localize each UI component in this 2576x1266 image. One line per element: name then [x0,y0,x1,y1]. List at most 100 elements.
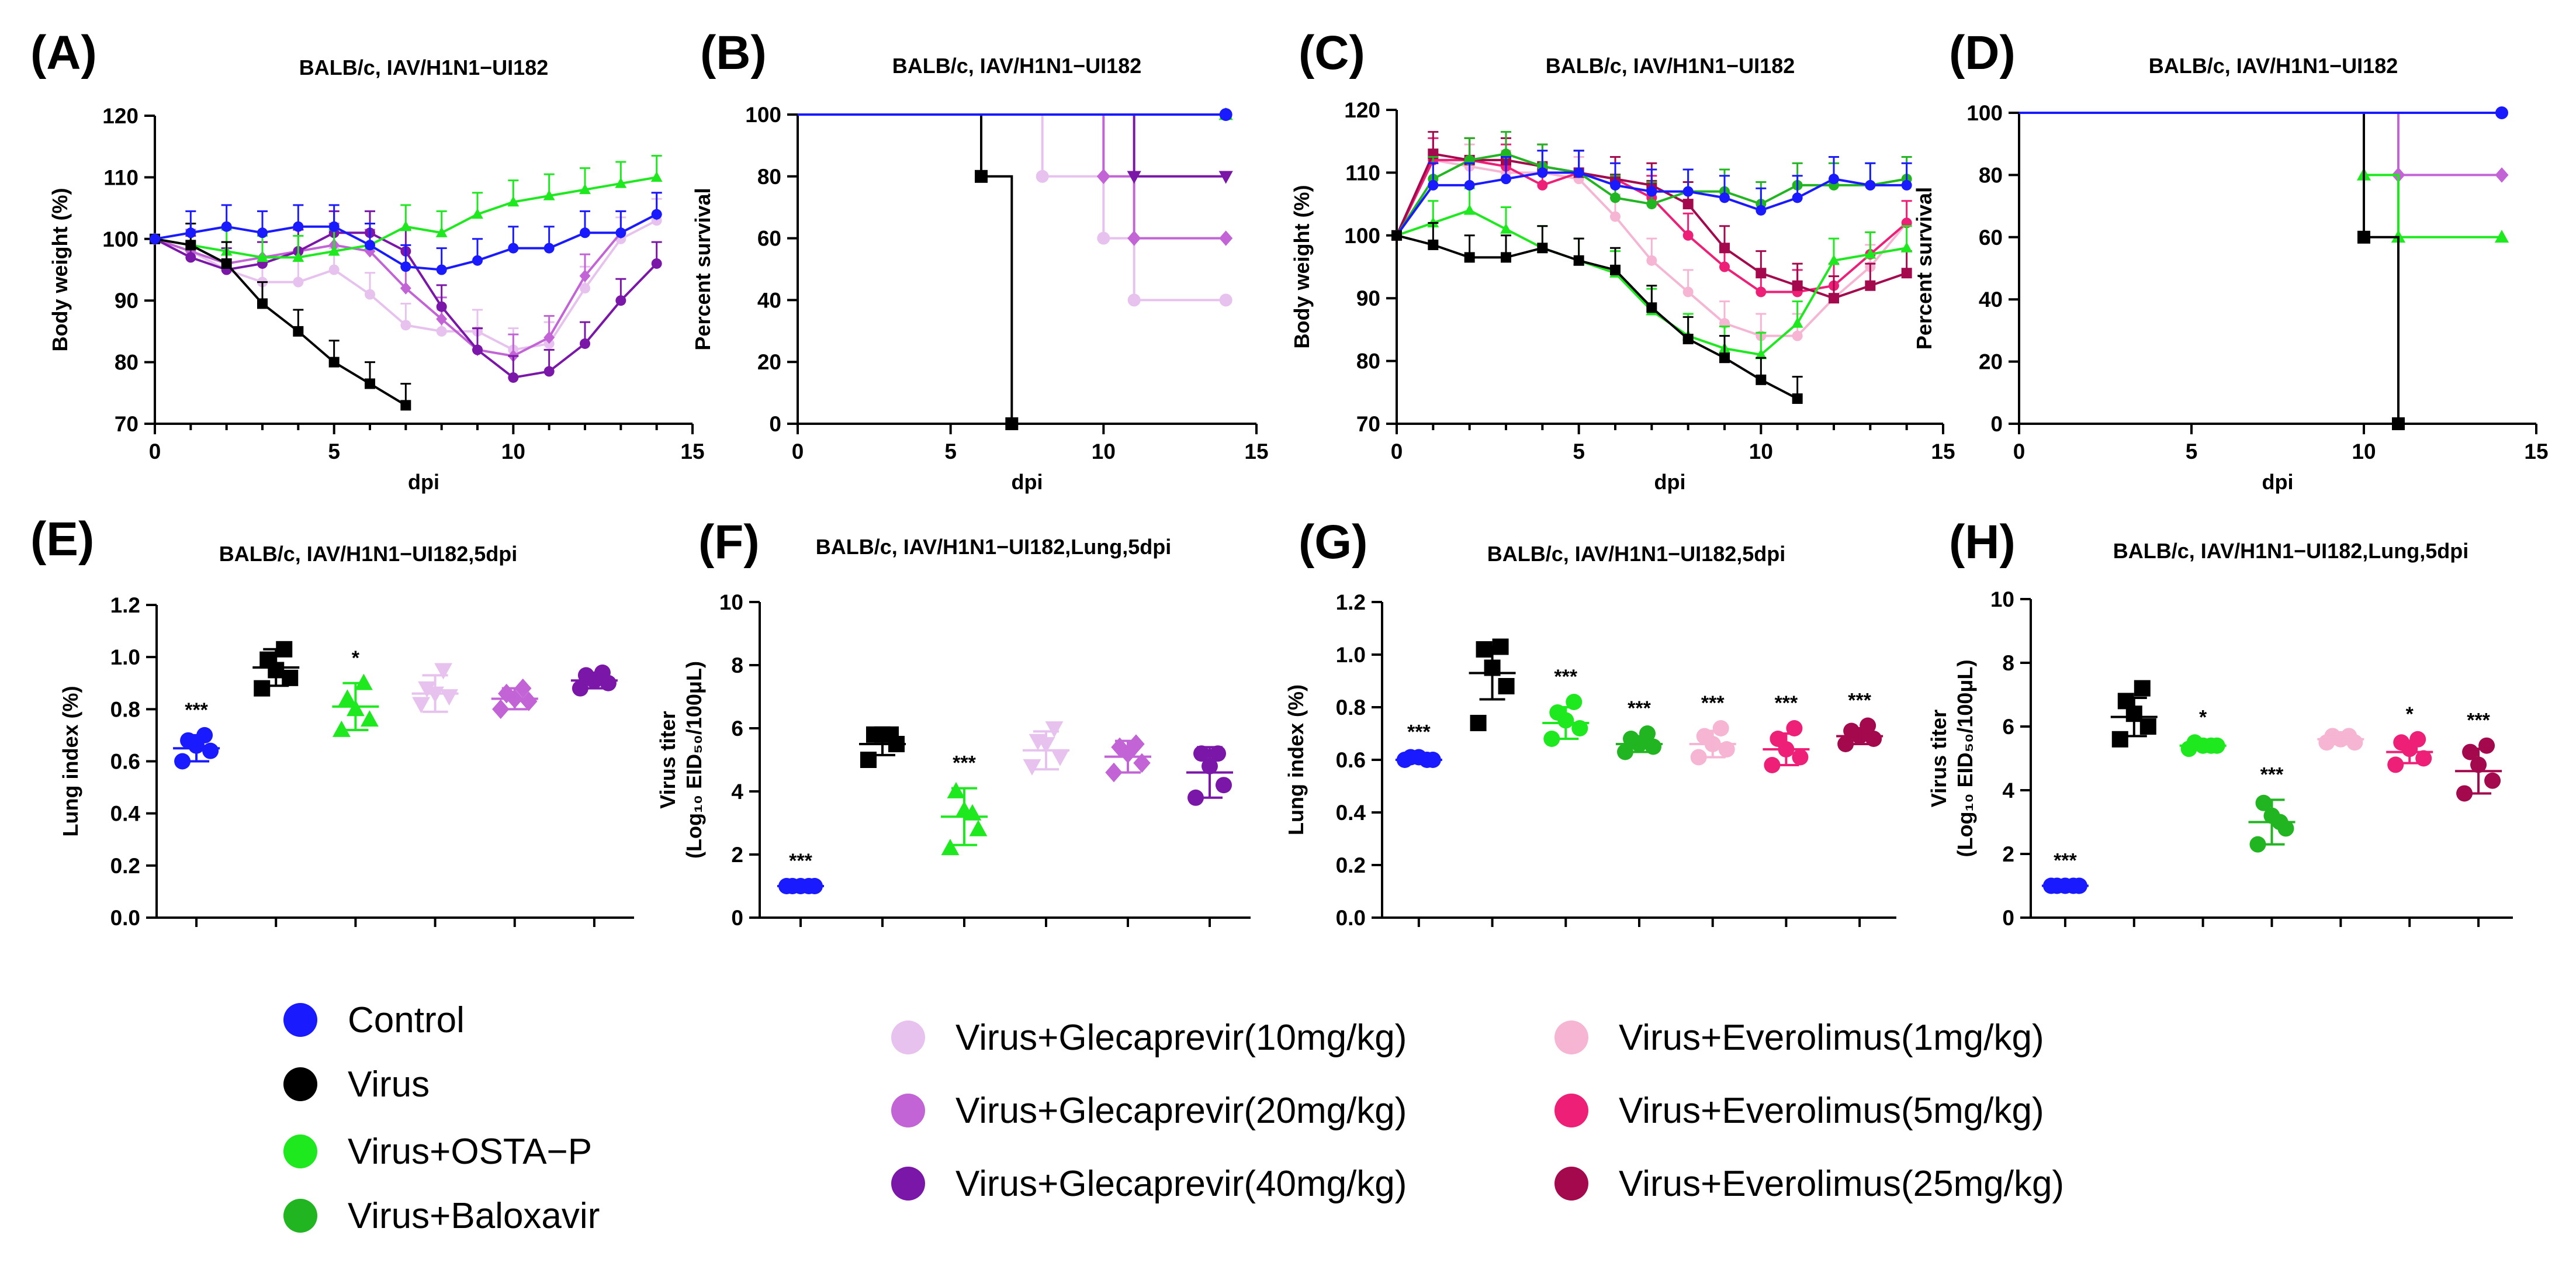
panel-c-point-osta [1755,348,1767,359]
panel-b-point-g10 [1219,293,1232,307]
panel-c-point-e25 [1682,199,1694,210]
panel-a-point-control [257,227,268,238]
panel-h-point-e1 [2340,728,2357,745]
panel-a-point-g20 [400,282,411,295]
panel-c-point-control [1865,179,1876,191]
panel-b-series-g40 [798,113,1233,184]
panel-a-y-label: Body weight (%) [48,188,72,352]
legend-dot-baloxavir [283,1199,317,1233]
panel-b-point-g10 [1097,231,1110,245]
panel-a-point-control [436,264,447,275]
panel-h-y-tick-label: 0 [2002,906,2014,930]
panel-c-point-e25 [1865,280,1876,291]
panel-c-point-osta [1900,241,1913,252]
panel-g-y-tick-label: 0.6 [1336,748,1366,772]
legend-item-glecaprevir-10: Virus+Glecaprevir(10mg/kg) [891,1011,1407,1064]
panel-e-point-osta [333,720,351,737]
legend-dot-everolimus-5 [1554,1094,1588,1127]
panel-e-y-tick-label: 1.0 [110,645,140,669]
panel-g-y-tick-label: 0.8 [1336,696,1366,720]
panel-f-point-osta [947,781,965,798]
panel-c-series-virus [1391,222,1803,404]
panel-h-group-osta [2179,734,2227,757]
legend-dot-control [283,1003,317,1037]
panel-a-point-virus [185,240,196,251]
panel-a-letter: (A) [30,26,97,79]
panel-f-letter: (F) [698,516,760,569]
panel-e-y-tick-label: 1.2 [110,593,140,617]
panel-c-point-virus [1428,239,1439,250]
panel-e-point-osta [361,710,379,727]
panel-a-x-tick-label: 5 [328,440,340,463]
panel-f-point-g40 [1216,777,1232,794]
panel-c-y-tick-label: 70 [1356,412,1380,436]
panel-h-significance-osta: * [2199,706,2207,728]
panel-d-x-label: dpi [2262,470,2294,494]
panel-a: (A) BALB/c, IAV/H1N1−UI182708090100110120… [30,26,705,494]
panel-d: (D) BALB/c, IAV/H1N1−UI182020406080100Per… [1912,26,2549,494]
panel-a-point-osta [257,251,268,262]
panel-c-point-e25 [1719,243,1730,254]
panel-g-point-e1 [1712,720,1729,736]
panel-d-x-tick-label: 5 [2186,440,2198,463]
panel-a-point-osta [543,189,555,200]
panel-g-group-e1 [1689,720,1736,766]
panel-b-point-g10 [1036,170,1049,183]
panel-a-point-g10 [580,283,590,294]
panel-g-point-e1 [1690,749,1707,766]
panel-h-point-e25 [2478,737,2495,754]
panel-a-point-virus [293,326,304,337]
panel-h-group-virus [2110,680,2158,748]
panel-c-point-e1 [1610,211,1621,222]
panel-g-significance-e5: *** [1775,692,1798,714]
panel-e-y-tick-label: 0.0 [110,906,140,930]
panel-h-significance-e5: * [2406,703,2414,725]
panel-d-point-g20 [2495,167,2509,183]
panel-e-group-g40 [570,664,618,697]
panel-f-point-osta [941,839,960,856]
panel-e-letter: (E) [30,513,94,566]
panel-c-point-virus [1501,252,1511,263]
panel-f-title: BALB/c, IAV/H1N1−UI182,Lung,5dpi [816,535,1171,559]
panel-c-point-virus [1391,230,1402,241]
panel-f-point-osta [969,819,988,836]
panel-g-point-virus [1476,641,1493,658]
panel-b-x-tick-label: 5 [944,440,957,463]
panel-e-y-tick-label: 0.4 [110,802,141,826]
panel-g-point-e5 [1792,749,1809,766]
legend-label-everolimus-1: Virus+Everolimus(1mg/kg) [1619,1017,2044,1058]
panel-c-y-tick-label: 80 [1356,350,1380,373]
panel-c-x-tick-label: 0 [1391,440,1403,463]
panel-g-point-balox [1617,743,1633,760]
panel-f-group-osta [941,781,988,856]
panel-c-point-e25 [1792,280,1803,291]
panel-c-point-virus [1573,255,1584,266]
panel-c-point-e25 [1829,293,1839,304]
panel-e-point-g40 [572,680,588,697]
panel-b-y-label: Percent survival [691,188,715,350]
panel-f-point-g20 [1127,734,1145,754]
legend-label-virus: Virus [348,1064,430,1105]
panel-a-title: BALB/c, IAV/H1N1−UI182 [299,56,548,79]
panel-a-point-control [150,233,160,244]
panel-f-point-g20 [1111,737,1128,757]
panel-e-point-osta [355,673,373,690]
panel-e-point-g20 [520,691,538,711]
panel-g-letter: (G) [1299,516,1367,569]
panel-h-group-e1 [2317,728,2364,751]
panel-c-point-balox [1646,199,1657,210]
panel-a-point-g20 [579,269,591,282]
panel-a-x-tick-label: 0 [149,440,161,463]
panel-c-point-control [1756,205,1767,216]
panel-a-point-control [400,261,411,272]
panel-f-significance-control: *** [789,850,812,872]
panel-e-y-tick-label: 0.8 [110,697,140,721]
panel-a-y-tick-label: 110 [103,165,139,189]
legend: Control Virus Virus+OSTA−P Virus+Baloxav… [0,970,2576,1262]
panel-f-group-g40 [1186,745,1233,806]
panel-b-line-virus [798,113,1013,424]
panel-c-point-virus [1610,264,1621,275]
panel-g-significance-e1: *** [1701,692,1725,714]
panel-e-significance-control: *** [185,699,208,721]
